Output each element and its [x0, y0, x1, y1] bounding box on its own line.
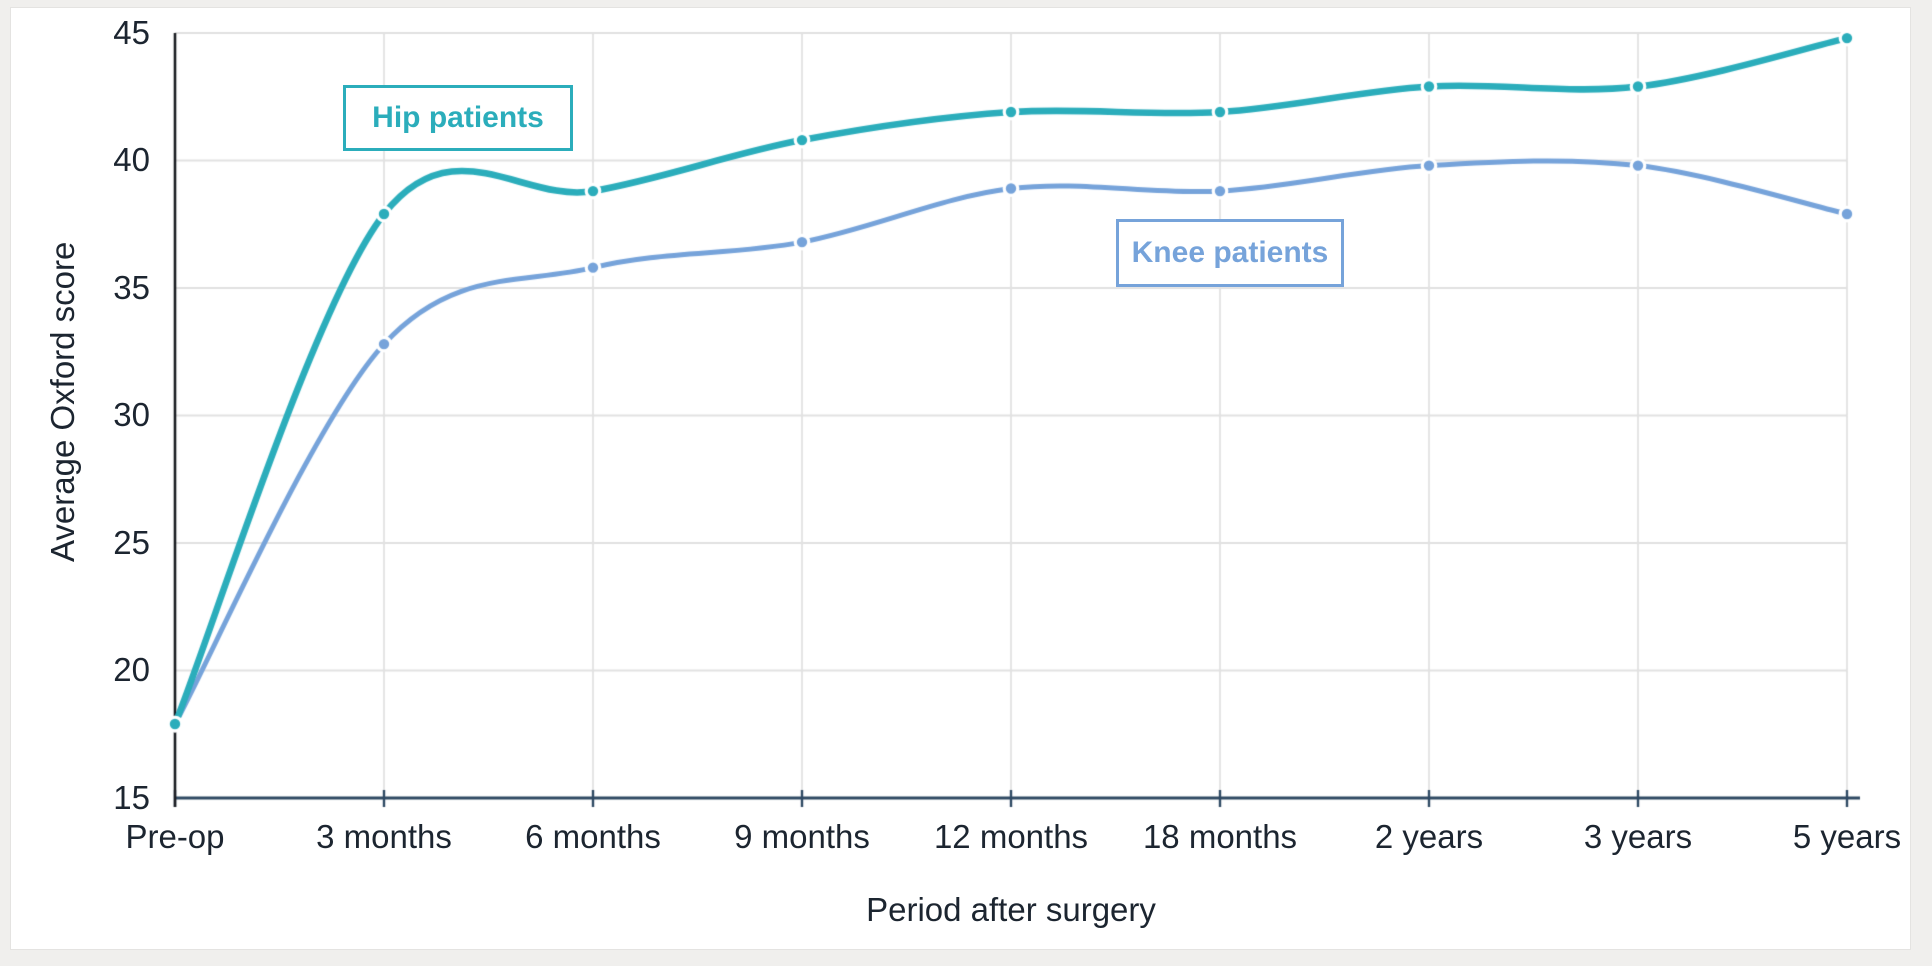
y-tick-label-40: 40 [113, 141, 150, 178]
x-tick-label-2-years: 2 years [1374, 818, 1484, 855]
x-axis-title: Period after surgery [866, 891, 1156, 928]
y-tick-label-25: 25 [113, 524, 150, 561]
x-tick-label-18-months: 18 months [1142, 818, 1298, 855]
y-tick-label-35: 35 [113, 269, 150, 306]
y-tick-label-30: 30 [113, 396, 150, 433]
x-tick-label-12-months: 12 months [933, 818, 1089, 855]
x-tick-label-3-months: 3 months [316, 818, 452, 855]
x-tick-label-3-years: 3 years [1583, 818, 1693, 855]
x-tick-label-5-years: 5 years [1792, 818, 1902, 855]
y-axis-title: Average Oxford score [44, 241, 81, 562]
knee-series-label: Knee patients [1116, 219, 1344, 287]
x-tick-label-9-months: 9 months [734, 818, 870, 855]
x-tick-label-pre-op: Pre-op [125, 818, 225, 855]
y-tick-label-45: 45 [113, 14, 150, 51]
hip-series-label: Hip patients [343, 85, 573, 151]
y-tick-label-20: 20 [113, 651, 150, 688]
y-tick-label-15: 15 [113, 779, 150, 816]
x-tick-label-6-months: 6 months [525, 818, 661, 855]
